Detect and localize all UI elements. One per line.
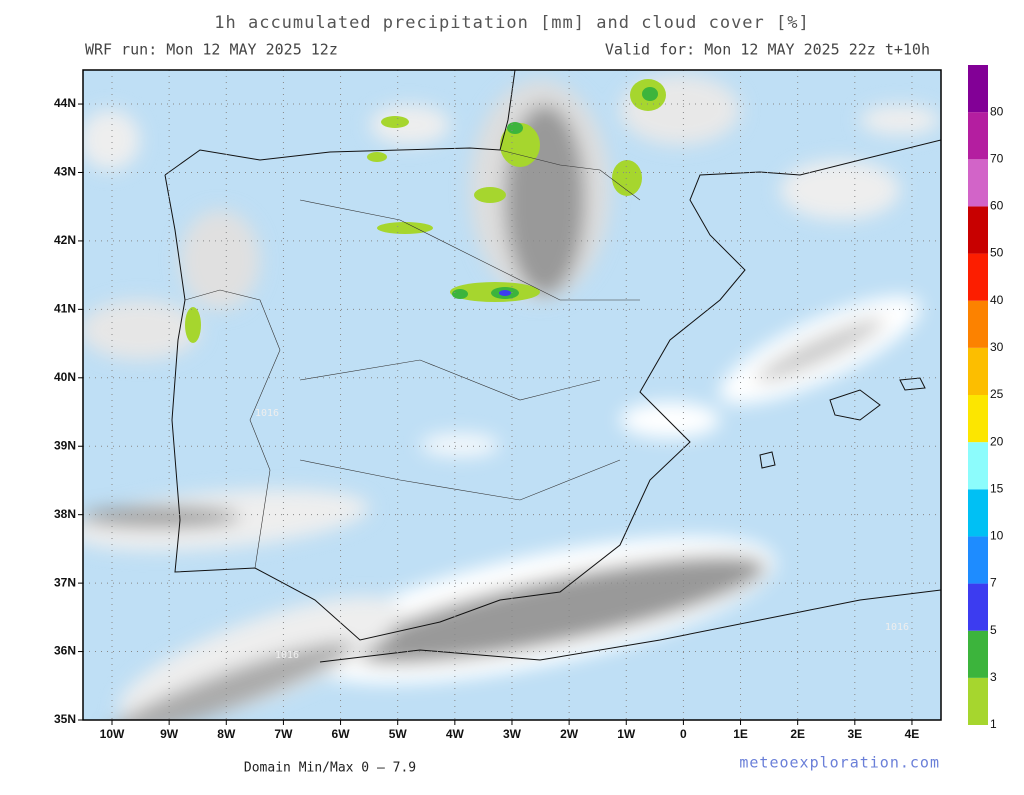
y-tick-label: 36N	[54, 644, 76, 658]
x-tick-label: 6W	[332, 727, 351, 741]
colorbar-segment	[968, 583, 988, 631]
x-tick-label: 7W	[274, 727, 293, 741]
y-tick-label: 37N	[54, 575, 76, 589]
colorbar-label: 80	[990, 104, 1004, 118]
y-tick-label: 44N	[54, 96, 76, 110]
colorbar-segment	[968, 112, 988, 160]
colorbar-label: 30	[990, 340, 1004, 354]
x-tick-label: 1W	[617, 727, 636, 741]
coastlines	[164, 70, 941, 663]
colorbar-label: 20	[990, 434, 1004, 448]
colorbar-label: 50	[990, 246, 1004, 260]
y-tick-label: 35N	[54, 712, 76, 726]
x-tick-label: 5W	[389, 727, 408, 741]
colorbar-segment	[968, 206, 988, 254]
graticule	[83, 70, 941, 720]
colorbar-label: 15	[990, 481, 1004, 495]
y-tick-label: 42N	[54, 233, 76, 247]
x-tick-label: 2W	[560, 727, 579, 741]
x-tick-label: 0	[680, 727, 687, 741]
colorbar-label: 1	[990, 717, 997, 731]
axes: 10W 9W 8W 7W 6W 5W 4W 3W 2W 1W 0 1E 2E 3E 4E 35N 36N 37N 3…	[54, 96, 919, 741]
colorbar-label: 40	[990, 293, 1004, 307]
colorbar-segment	[968, 65, 988, 113]
x-tick-label: 3E	[847, 727, 862, 741]
colorbar-segment	[968, 536, 988, 584]
isobar-label: 1016	[275, 650, 299, 661]
map-area: 1016 1016 1016	[83, 70, 941, 720]
y-tick-label: 39N	[54, 438, 76, 452]
run-info: WRF run: Mon 12 MAY 2025 12z	[85, 41, 338, 59]
precipitation	[185, 79, 666, 343]
x-tick-label: 2E	[790, 727, 805, 741]
x-tick-label: 4E	[905, 727, 920, 741]
colorbar-segment	[968, 347, 988, 395]
colorbar-segment	[968, 630, 988, 678]
colorbar-label: 25	[990, 387, 1004, 401]
colorbar-label: 10	[990, 529, 1004, 543]
domain-minmax: Domain Min/Max 0 — 7.9	[244, 761, 416, 776]
colorbar-segment	[968, 442, 988, 490]
colorbar-segment	[968, 677, 988, 725]
colorbar-label: 7	[990, 576, 997, 590]
colorbar-label: 60	[990, 199, 1004, 213]
x-tick-label: 8W	[217, 727, 236, 741]
colorbar-segment	[968, 159, 988, 207]
credit: meteoexploration.com	[739, 754, 940, 772]
y-tick-label: 41N	[54, 302, 76, 316]
x-tick-label: 10W	[100, 727, 125, 741]
y-tick-label: 38N	[54, 507, 76, 521]
valid-info: Valid for: Mon 12 MAY 2025 22z t+10h	[605, 41, 930, 59]
colorbar-label: 70	[990, 151, 1004, 165]
colorbar-label: 3	[990, 670, 997, 684]
x-tick-label: 4W	[446, 727, 465, 741]
x-tick-label: 3W	[503, 727, 522, 741]
title: 1h accumulated precipitation [mm] and cl…	[214, 13, 809, 33]
y-tick-label: 43N	[54, 165, 76, 179]
colorbar: 1 3 5 7 10 15 20 25 30 40 50 60 70 80	[968, 65, 1004, 731]
x-tick-label: 9W	[160, 727, 179, 741]
colorbar-segment	[968, 395, 988, 443]
colorbar-segment	[968, 489, 988, 537]
isobar-label: 1016	[255, 408, 279, 419]
isobar-labels: 1016 1016 1016	[255, 408, 909, 661]
colorbar-segment	[968, 253, 988, 301]
colorbar-label: 5	[990, 623, 997, 637]
isobar-label: 1016	[885, 622, 909, 633]
borders	[184, 149, 641, 569]
x-tick-label: 1E	[733, 727, 748, 741]
colorbar-segment	[968, 300, 988, 348]
y-tick-label: 40N	[54, 370, 76, 384]
